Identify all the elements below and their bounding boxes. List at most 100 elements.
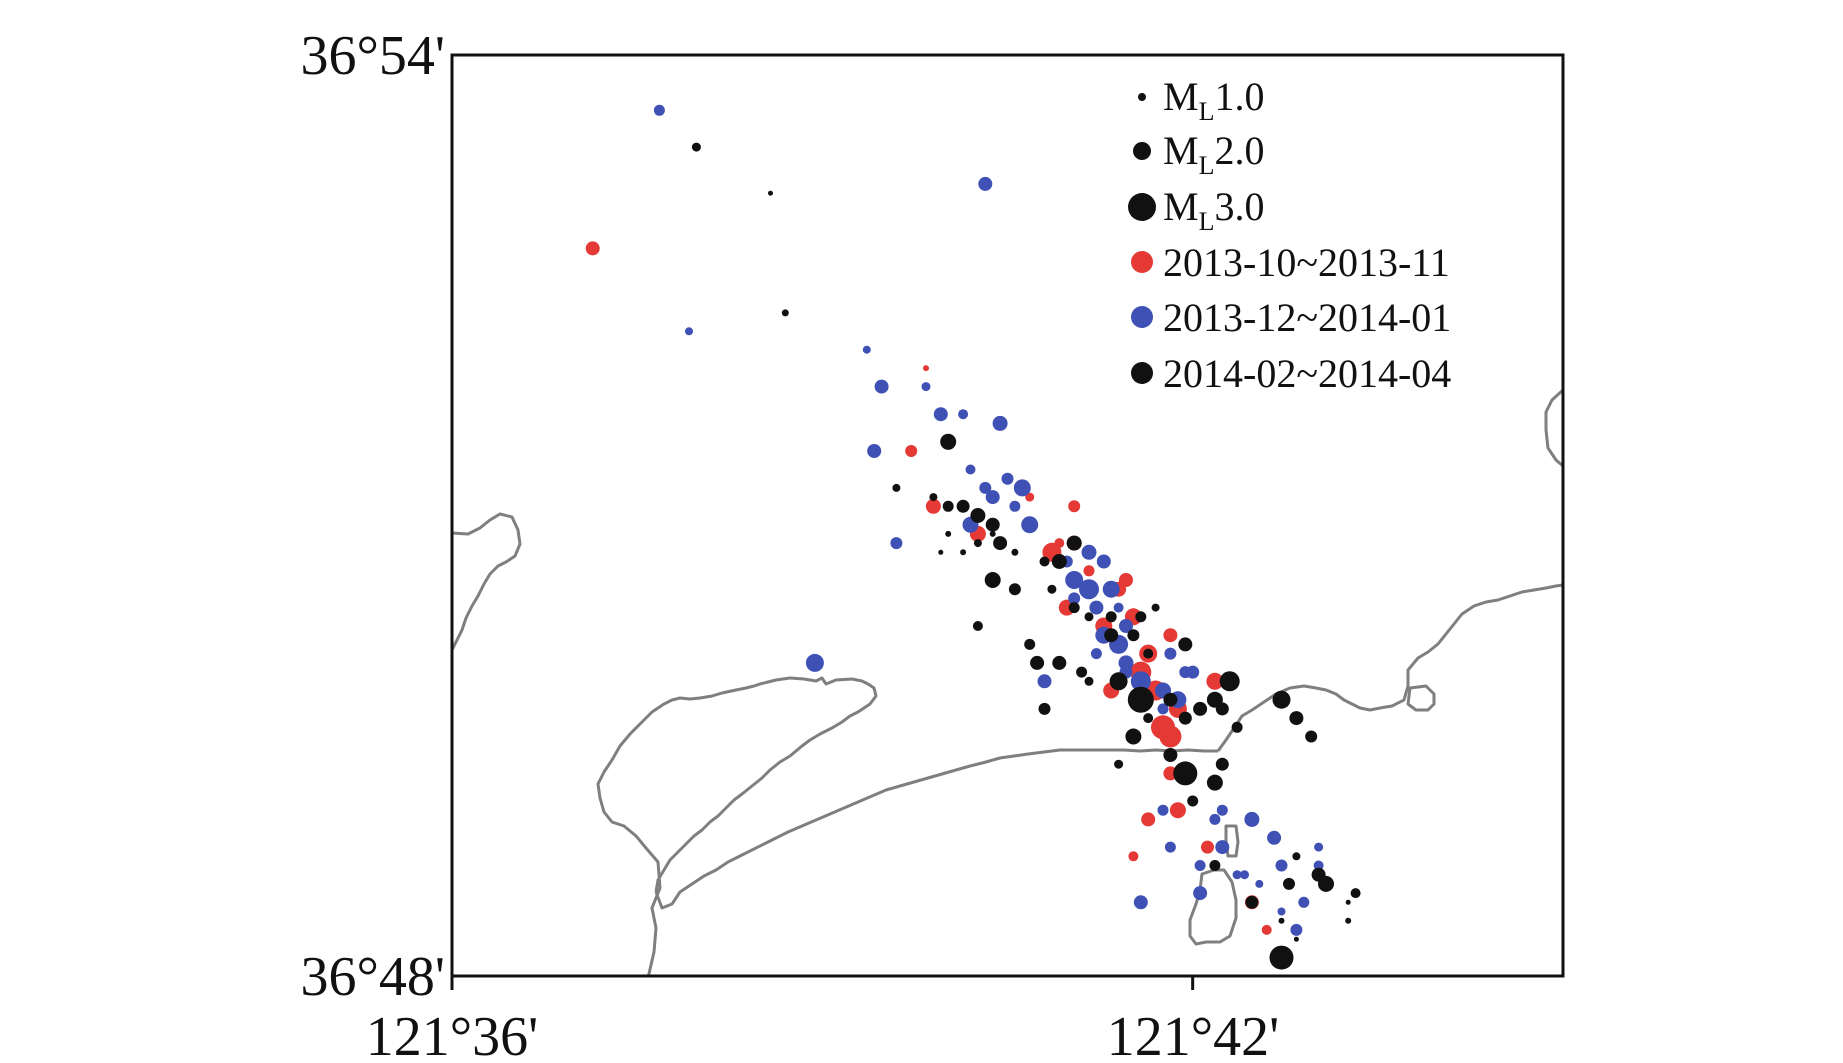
epicenter-point-s3-41 [1163,692,1178,707]
epicenter-point-s3-30 [1127,629,1140,642]
legend-label-period-3: 2014-02~2014-04 [1163,351,1451,396]
epicenter-point-s2-49 [1255,879,1264,888]
epicenter-point-s3-74 [1293,936,1299,942]
earthquake-points-layer [585,104,1361,970]
epicenter-point-s1-31 [1201,840,1214,854]
epicenter-point-s2-34 [1164,647,1177,660]
epicenter-point-s2-50 [1157,804,1169,816]
epicenter-point-s3-27 [1135,611,1147,623]
epicenter-point-s3-39 [1109,672,1128,691]
epicenter-point-s3-9 [970,508,986,523]
epicenter-point-s2-1 [653,104,665,116]
epicenter-point-s3-19 [1051,554,1067,569]
epicenter-point-s2-12 [979,481,992,494]
epicenter-point-s3-23 [1047,584,1057,594]
epicenter-point-s2-9 [992,415,1008,431]
epicenter-point-s2-42 [805,653,824,672]
epicenter-point-s2-51 [1164,841,1176,853]
epicenter-point-s2-40 [1179,666,1192,679]
epicenter-point-s3-50 [1289,711,1304,726]
epicenter-point-s3-22 [1008,583,1021,596]
legend-label-ml3: ML3.0 [1163,184,1264,236]
epicenter-point-s3-12 [973,539,982,548]
epicenter-point-s2-43 [1037,674,1052,689]
epicenter-point-s2-6 [921,382,931,392]
epicenter-point-s2-15 [985,490,1000,505]
epicenter-point-s3-24 [1068,602,1080,614]
epicenter-point-s2-28 [1113,602,1124,613]
epicenter-point-s3-31 [1143,648,1154,659]
epicenter-point-s3-33 [972,621,983,631]
legend-marker-ml1 [1138,93,1146,101]
epicenter-point-s3-56 [1206,774,1223,791]
epicenter-point-s3-46 [1219,671,1240,692]
epicenter-point-s2-5 [874,379,889,394]
epicenter-point-s2-18 [1021,516,1039,534]
epicenter-point-s3-3 [781,309,789,317]
epicenter-point-s2-14 [1013,479,1031,497]
y-tick-label-top: 36°54' [301,25,445,87]
epicenter-point-s2-62 [1314,842,1324,852]
epicenter-point-s2-45 [1244,811,1260,827]
epicenter-point-s3-53 [1125,728,1142,745]
epicenter-point-s3-26 [1105,611,1117,623]
legend: ML1.0 ML2.0 ML3.0 2013-10~2013-11 2013-1… [1128,74,1451,396]
epicenter-point-s3-42 [1143,713,1154,724]
epicenter-point-s2-55 [1215,840,1230,855]
epicenter-point-s1-5 [925,498,941,514]
epicenter-point-s3-62 [1318,875,1334,892]
epicenter-point-s2-29 [1119,619,1133,633]
epicenter-point-s2-52 [1133,895,1148,910]
epicenter-point-s2-44 [1216,804,1228,816]
legend-marker-ml2 [1133,142,1151,160]
epicenter-point-s1-25 [1159,725,1182,748]
epicenter-point-s3-57 [1215,757,1229,771]
epicenter-point-s1-26 [1206,672,1224,690]
epicenter-point-s2-41 [1157,703,1169,715]
epicenter-point-s2-25 [1102,580,1120,598]
epicenter-point-s2-57 [1298,896,1310,908]
epicenter-point-s2-46 [1267,830,1282,845]
epicenter-point-s3-69 [1345,917,1352,924]
epicenter-point-s3-52 [1038,702,1051,715]
epicenter-point-s3-4 [940,433,957,450]
epicenter-point-s3-60 [1292,852,1301,861]
epicenter-point-s3-8 [956,499,970,513]
epicenter-point-s1-29 [1128,851,1139,862]
epicenter-point-s3-28 [1151,603,1160,612]
coastline-northeast [1544,388,1563,468]
epicenter-point-s1-30 [1169,802,1186,819]
epicenter-point-s3-20 [1039,556,1050,567]
x-tick-label-left: 121°36' [366,1006,538,1063]
epicenter-point-s3-64 [1283,877,1295,890]
legend-label-period-2: 2013-12~2014-01 [1163,295,1451,340]
legend-marker-period-2 [1131,306,1153,328]
epicenter-point-s3-40 [1127,686,1154,713]
epicenter-point-s3-6 [929,493,938,502]
epicenter-point-s2-8 [958,409,969,420]
epicenter-point-s3-38 [1084,676,1094,686]
epicenter-point-s3-59 [1187,795,1199,807]
legend-marker-period-1 [1131,251,1153,273]
epicenter-point-s3-54 [1163,748,1178,762]
y-tick-label-bottom: 36°48' [301,946,445,1008]
axis-ticks-layer [450,976,1195,990]
legend-marker-ml3 [1128,193,1156,221]
epicenter-point-s2-20 [1081,544,1097,560]
epicenter-point-s3-29 [1104,628,1119,643]
epicenter-point-s3-11 [945,530,952,537]
epicenter-point-s1-28 [1141,812,1156,827]
epicenter-point-s2-36 [1130,671,1151,692]
epicenter-point-s3-43 [1178,711,1192,725]
epicenter-point-s1-7 [1068,500,1081,513]
legend-marker-period-3 [1131,362,1153,384]
epicenter-point-s2-56 [1209,813,1221,825]
epicenter-point-s2-3 [685,327,693,336]
epicenter-point-s2-22 [1096,554,1111,569]
coastline-peninsula [596,676,878,976]
epicenter-point-s2-24 [1079,579,1099,600]
legend-label-ml1: ML1.0 [1163,74,1264,126]
epicenter-point-s2-48 [1240,870,1249,880]
epicenter-point-s2-54 [1193,886,1208,901]
epicenter-point-s2-2 [978,176,993,191]
